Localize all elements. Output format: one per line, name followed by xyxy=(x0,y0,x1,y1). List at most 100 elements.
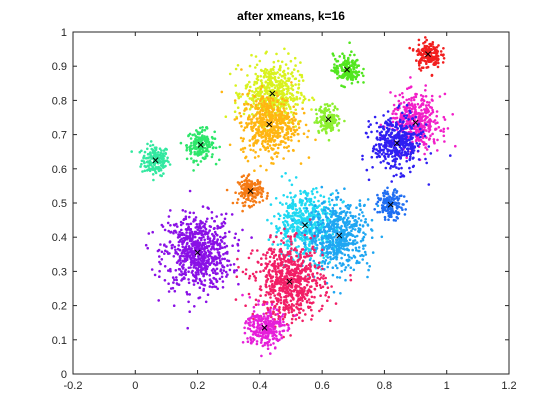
data-point xyxy=(237,283,240,286)
data-point xyxy=(328,197,331,200)
data-point xyxy=(264,112,267,115)
data-point xyxy=(391,208,394,211)
data-point xyxy=(204,279,207,282)
data-point xyxy=(317,130,320,133)
data-point xyxy=(316,244,319,247)
data-point xyxy=(212,257,215,260)
data-point xyxy=(270,222,273,225)
data-point xyxy=(364,221,367,224)
data-point xyxy=(287,145,290,148)
data-point xyxy=(183,250,186,253)
data-point xyxy=(359,203,362,206)
data-point xyxy=(178,273,181,276)
data-point xyxy=(301,202,304,205)
data-point xyxy=(202,242,205,245)
data-point xyxy=(413,149,416,152)
data-point xyxy=(155,172,158,175)
data-point xyxy=(414,93,417,96)
data-point xyxy=(261,142,264,145)
data-point xyxy=(259,88,262,91)
data-point xyxy=(204,242,207,245)
data-point xyxy=(242,174,245,177)
data-point xyxy=(277,133,280,136)
data-point xyxy=(209,282,212,285)
data-point xyxy=(297,212,300,215)
data-point xyxy=(225,271,228,274)
data-point xyxy=(279,202,282,205)
data-point xyxy=(292,132,295,135)
data-point xyxy=(347,217,350,220)
data-point xyxy=(261,70,264,73)
data-point xyxy=(346,224,349,227)
data-point xyxy=(221,272,224,275)
data-point xyxy=(428,145,431,148)
data-point xyxy=(381,236,384,239)
data-point xyxy=(408,144,411,147)
data-point xyxy=(277,76,280,79)
data-point xyxy=(256,93,259,96)
data-point xyxy=(244,126,247,129)
data-point xyxy=(269,144,272,147)
data-point xyxy=(328,200,331,203)
data-point xyxy=(209,237,212,240)
data-point xyxy=(203,264,206,267)
data-point xyxy=(281,175,284,178)
data-point xyxy=(237,266,240,269)
data-point xyxy=(197,133,200,136)
data-point xyxy=(376,136,379,139)
data-point xyxy=(245,183,248,186)
data-point xyxy=(408,98,411,101)
data-point xyxy=(253,91,256,94)
data-point xyxy=(187,270,190,273)
data-point xyxy=(249,206,252,209)
data-point xyxy=(424,146,427,149)
data-point xyxy=(405,144,408,147)
data-point xyxy=(293,235,296,238)
data-point xyxy=(336,276,339,279)
data-point xyxy=(196,141,199,144)
data-point xyxy=(327,296,330,299)
data-point xyxy=(254,183,257,186)
data-point xyxy=(149,144,152,147)
data-point xyxy=(266,92,269,95)
data-point xyxy=(404,151,407,154)
data-point xyxy=(259,60,262,63)
data-point xyxy=(237,198,240,201)
data-point xyxy=(291,71,294,74)
data-point xyxy=(190,242,193,245)
data-point xyxy=(354,243,357,246)
data-point xyxy=(437,59,440,62)
data-point xyxy=(330,193,333,196)
data-point xyxy=(326,230,329,233)
data-point xyxy=(300,212,303,215)
data-point xyxy=(178,231,181,234)
data-point xyxy=(177,244,180,247)
data-point xyxy=(384,153,387,156)
data-point xyxy=(325,206,328,209)
data-point xyxy=(294,131,297,134)
data-point xyxy=(300,237,303,240)
data-point xyxy=(282,157,285,160)
data-point xyxy=(163,243,166,246)
data-point xyxy=(409,171,412,174)
data-point xyxy=(292,126,295,129)
data-point xyxy=(199,278,202,281)
data-point xyxy=(343,245,346,248)
data-point xyxy=(299,74,302,77)
data-point xyxy=(218,159,221,162)
data-point xyxy=(420,99,423,102)
data-point xyxy=(242,140,245,143)
data-point xyxy=(298,215,301,218)
data-point xyxy=(382,114,385,117)
data-point xyxy=(384,156,387,159)
data-point xyxy=(404,108,407,111)
data-point xyxy=(268,114,271,117)
data-point xyxy=(385,132,388,135)
data-point xyxy=(399,146,402,149)
data-point xyxy=(372,147,375,150)
data-point xyxy=(442,130,445,133)
data-point xyxy=(425,143,428,146)
data-point xyxy=(192,234,195,237)
data-point xyxy=(167,222,170,225)
